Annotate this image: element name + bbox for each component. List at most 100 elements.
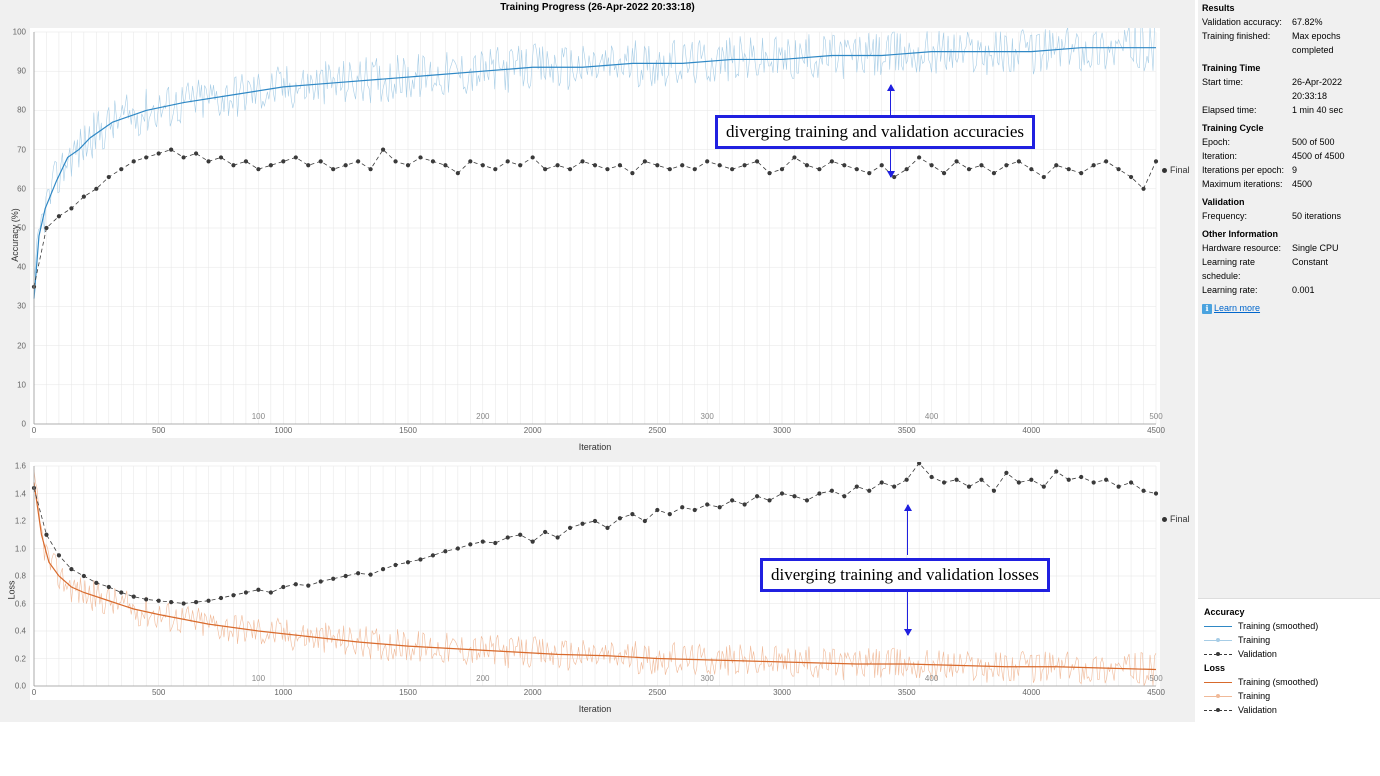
sidebar-value: Max epochs completed [1292, 29, 1376, 57]
sidebar-key: Epoch: [1202, 135, 1292, 149]
xtick: 1000 [274, 688, 292, 697]
epoch-tick: 100 [252, 674, 265, 683]
sidebar-key: Iterations per epoch: [1202, 163, 1292, 177]
accuracy-arrow-down [890, 147, 891, 177]
loss-xlabel: Iteration [30, 704, 1160, 714]
sidebar-row: Learning rate:0.001 [1202, 283, 1376, 297]
legend-swatch [1204, 705, 1232, 715]
legend-item: Training [1204, 633, 1374, 647]
sidebar-key: Learning rate: [1202, 283, 1292, 297]
xtick: 3500 [898, 688, 916, 697]
xtick: 2500 [648, 688, 666, 697]
accuracy-ylabel: Accuracy (%) [10, 208, 20, 262]
epoch-tick: 400 [925, 674, 938, 683]
epoch-tick: 200 [476, 674, 489, 683]
accuracy-xlabel: Iteration [30, 442, 1160, 452]
sidebar-row: Training finished:Max epochs completed [1202, 29, 1376, 57]
legend-item: Training [1204, 689, 1374, 703]
ytick: 0.4 [6, 627, 26, 636]
sidebar-key: Start time: [1202, 75, 1292, 103]
sidebar-value: 4500 of 4500 [1292, 149, 1376, 163]
legend-label: Validation [1238, 703, 1277, 717]
sidebar-value: 26-Apr-2022 20:33:18 [1292, 75, 1376, 103]
sidebar-value: 0.001 [1292, 283, 1376, 297]
legend-swatch [1204, 635, 1232, 645]
legend-title: Loss [1204, 663, 1374, 673]
sidebar-row: Hardware resource:Single CPU [1202, 241, 1376, 255]
legend-swatch [1204, 691, 1232, 701]
legend-swatch [1204, 677, 1232, 687]
loss-final-label: Final [1162, 514, 1190, 524]
ytick: 0 [6, 420, 26, 429]
ytick: 20 [6, 341, 26, 350]
sidebar-row: Epoch:500 of 500 [1202, 135, 1376, 149]
accuracy-callout: diverging training and validation accura… [715, 115, 1035, 149]
legend-item: Training (smoothed) [1204, 675, 1374, 689]
ytick: 60 [6, 184, 26, 193]
legend-label: Validation [1238, 647, 1277, 661]
xtick: 2000 [524, 688, 542, 697]
xtick: 1500 [399, 426, 417, 435]
xtick: 4000 [1022, 426, 1040, 435]
ytick: 50 [6, 224, 26, 233]
ytick: 1.6 [6, 462, 26, 471]
accuracy-arrow-up [890, 85, 891, 115]
xtick: 3500 [898, 426, 916, 435]
ytick: 100 [6, 28, 26, 37]
learn-more-link[interactable]: Learn more [1202, 303, 1376, 314]
sidebar-key: Frequency: [1202, 209, 1292, 223]
ytick: 80 [6, 106, 26, 115]
epoch-tick: 400 [925, 412, 938, 421]
legend-label: Training (smoothed) [1238, 619, 1318, 633]
legend-label: Training (smoothed) [1238, 675, 1318, 689]
sidebar-row: Iteration:4500 of 4500 [1202, 149, 1376, 163]
legend-title: Accuracy [1204, 607, 1374, 617]
sidebar-row: Iterations per epoch:9 [1202, 163, 1376, 177]
loss-ylabel: Loss [7, 580, 17, 599]
sidebar-value: Single CPU [1292, 241, 1376, 255]
ytick: 1.2 [6, 517, 26, 526]
sidebar-row: Frequency:50 iterations [1202, 209, 1376, 223]
loss-arrow-down [907, 590, 908, 635]
page-title: Training Progress (26-Apr-2022 20:33:18) [0, 2, 1195, 13]
legend-label: Training [1238, 689, 1270, 703]
ytick: 0.0 [6, 682, 26, 691]
sidebar-value: 9 [1292, 163, 1376, 177]
sidebar-value: 4500 [1292, 177, 1376, 191]
sidebar-row: Maximum iterations:4500 [1202, 177, 1376, 191]
sidebar-value: 67.82% [1292, 15, 1376, 29]
legend-item: Validation [1204, 703, 1374, 717]
ytick: 70 [6, 145, 26, 154]
sidebar-key: Elapsed time: [1202, 103, 1292, 117]
legend-item: Validation [1204, 647, 1374, 661]
sidebar-row: Learning rate schedule:Constant [1202, 255, 1376, 283]
xtick: 2500 [648, 426, 666, 435]
xtick: 4500 [1147, 426, 1165, 435]
xtick: 0 [32, 688, 36, 697]
sidebar-section-title: Other Information [1202, 229, 1376, 239]
xtick: 3000 [773, 688, 791, 697]
accuracy-final-label: Final [1162, 165, 1190, 175]
sidebar-value: 500 of 500 [1292, 135, 1376, 149]
loss-arrow-up [907, 505, 908, 555]
xtick: 4000 [1022, 688, 1040, 697]
accuracy-chart [30, 28, 1160, 438]
epoch-tick: 100 [252, 412, 265, 421]
xtick: 500 [152, 426, 165, 435]
ytick: 30 [6, 302, 26, 311]
sidebar-key: Hardware resource: [1202, 241, 1292, 255]
sidebar-value: 50 iterations [1292, 209, 1376, 223]
sidebar-value: 1 min 40 sec [1292, 103, 1376, 117]
sidebar-row: Elapsed time:1 min 40 sec [1202, 103, 1376, 117]
sidebar-row: Start time:26-Apr-2022 20:33:18 [1202, 75, 1376, 103]
xtick: 0 [32, 426, 36, 435]
sidebar-section-title: Results [1202, 3, 1376, 13]
legend-label: Training [1238, 633, 1270, 647]
xtick: 1500 [399, 688, 417, 697]
sidebar-section-title: Training Cycle [1202, 123, 1376, 133]
ytick: 1.4 [6, 489, 26, 498]
sidebar-section-title: Validation [1202, 197, 1376, 207]
epoch-tick: 300 [701, 412, 714, 421]
sidebar-section-title: Training Time [1202, 63, 1376, 73]
xtick: 3000 [773, 426, 791, 435]
